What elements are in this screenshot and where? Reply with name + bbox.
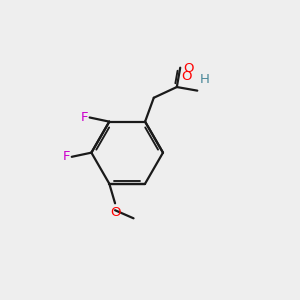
Text: F: F bbox=[62, 150, 70, 163]
Text: H: H bbox=[200, 74, 210, 86]
Text: O: O bbox=[110, 206, 120, 219]
Text: F: F bbox=[80, 111, 88, 124]
Text: O: O bbox=[181, 70, 191, 83]
Text: O: O bbox=[184, 62, 194, 75]
